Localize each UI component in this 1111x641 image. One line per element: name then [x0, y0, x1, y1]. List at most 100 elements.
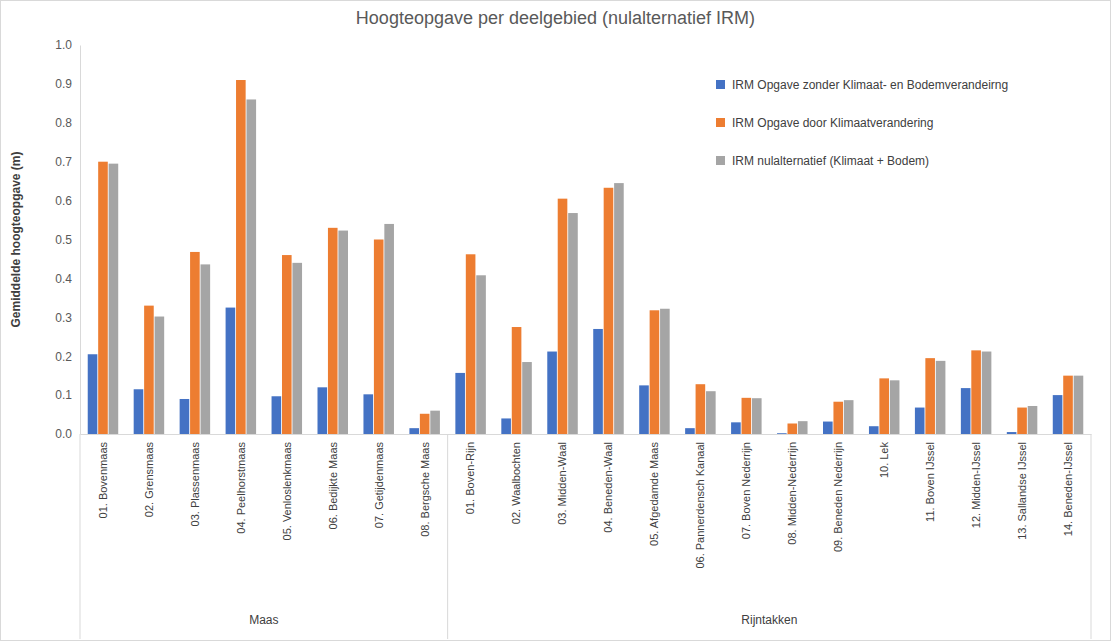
x-axis-line: [81, 434, 1092, 435]
x-tick-label: 01. Boven-Rijn: [464, 442, 476, 514]
bar: [650, 310, 660, 434]
x-tick: 10. Lek: [878, 434, 890, 478]
bar: [777, 433, 787, 434]
x-tick: 08. Bergsche Maas: [419, 434, 431, 537]
y-axis-title: Gemiddelde hoogteopgave (m): [9, 151, 23, 327]
x-tick: 03. Midden-Waal: [556, 434, 568, 525]
y-tick-label: 0.9: [55, 77, 72, 91]
x-tick-label: 02. Waalbochten: [510, 442, 522, 524]
y-tick: 0.2: [55, 350, 80, 364]
x-tick: 01. Bovenmaas: [97, 434, 109, 518]
y-tick: 0.0: [55, 427, 80, 441]
bar: [1007, 432, 1017, 434]
x-tick: 05. Venloslenkmaas: [281, 434, 293, 540]
bar: [420, 414, 430, 434]
group-separator: [1091, 434, 1092, 639]
bar: [568, 213, 578, 434]
y-axis: 0.00.10.20.30.40.50.60.70.80.91.0: [55, 38, 80, 441]
x-tick-label: 03. Midden-Waal: [556, 442, 568, 525]
y-tick-label: 0.1: [55, 388, 72, 402]
bar: [604, 188, 614, 434]
bar: [639, 385, 649, 434]
y-tick: 0.3: [55, 311, 80, 325]
group-label: Rijntakken: [741, 613, 797, 627]
x-tick: 07. Getijdenmaas: [373, 434, 385, 528]
x-tick: 07. Boven Nederrijn: [740, 434, 752, 539]
x-tick-label: 11. Boven IJssel: [924, 442, 936, 522]
x-tick: 04. Peelhorstmaas: [235, 434, 247, 534]
bar: [660, 309, 670, 434]
bar: [282, 255, 292, 434]
x-tick-label: 05. Venloslenkmaas: [281, 442, 293, 541]
x-tick-label: 07. Getijdenmaas: [373, 442, 385, 529]
y-tick: 0.6: [55, 194, 80, 208]
chart: Hoogteopgave per deelgebied (nulalternat…: [0, 0, 1111, 641]
bar: [879, 378, 889, 434]
x-tick-label: 07. Boven Nederrijn: [740, 442, 752, 539]
group-separator: [80, 434, 81, 639]
x-tick: 02. Waalbochten: [510, 434, 522, 524]
bar: [409, 428, 419, 434]
bar: [685, 428, 695, 434]
bar: [696, 384, 706, 434]
category-groups: MaasRijntakken: [80, 434, 1091, 639]
x-tick: 06. Pannerdensch Kanaal: [694, 434, 706, 569]
x-tick-label: 02. Grensmaas: [143, 442, 155, 518]
bar: [109, 164, 119, 434]
bars: [88, 80, 1084, 434]
bar: [144, 306, 154, 434]
bar: [246, 99, 256, 434]
bar: [363, 394, 373, 434]
y-tick: 0.7: [55, 155, 80, 169]
legend-label: IRM Opgave door Klimaatverandering: [732, 116, 933, 130]
bar: [742, 398, 752, 434]
y-tick: 0.5: [55, 233, 80, 247]
legend-swatch: [716, 156, 725, 165]
bar: [338, 231, 348, 434]
y-axis-line: [80, 46, 81, 435]
legend-swatch: [716, 80, 725, 89]
x-tick-label: 13. Sallandse IJssel: [1016, 442, 1028, 540]
bar: [318, 387, 328, 434]
bar: [869, 426, 879, 434]
legend-label: IRM Opgave zonder Klimaat- en Bodemveran…: [732, 78, 1008, 92]
y-tick-label: 0.8: [55, 116, 72, 130]
bar: [823, 422, 833, 434]
x-tick-label: 03. Plassenmaas: [189, 442, 201, 527]
title: Hoogteopgave per deelgebied (nulalternat…: [356, 8, 755, 28]
bar: [787, 423, 797, 434]
bar: [706, 391, 716, 434]
bar: [88, 354, 98, 434]
x-tick: 12. Midden-IJssel: [970, 434, 982, 528]
bar: [501, 418, 511, 434]
bar: [155, 317, 165, 434]
y-tick: 1.0: [55, 38, 80, 52]
y-tick: 0.1: [55, 388, 80, 402]
bar: [731, 422, 741, 434]
x-tick: 03. Plassenmaas: [189, 434, 201, 526]
bar: [430, 411, 440, 434]
bar: [328, 228, 338, 434]
y-tick-label: 0.7: [55, 155, 72, 169]
y-tick-label: 1.0: [55, 38, 72, 52]
bar: [890, 380, 900, 434]
legend-item: IRM Opgave zonder Klimaat- en Bodemveran…: [716, 78, 1008, 92]
bar: [226, 308, 236, 434]
bar: [833, 402, 843, 434]
y-tick-label: 0.3: [55, 311, 72, 325]
bar: [798, 421, 808, 434]
bar: [1017, 408, 1027, 434]
x-tick-label: 01. Bovenmaas: [97, 442, 109, 519]
bar: [1053, 395, 1063, 434]
x-tick-label: 05. Afgedamde Maas: [648, 442, 660, 546]
bar: [925, 358, 935, 434]
chart-frame: [1, 1, 1111, 641]
bar: [971, 350, 981, 434]
x-tick-label: 04. Beneden-Waal: [602, 442, 614, 533]
bar: [1028, 406, 1038, 434]
x-tick: 13. Sallandse IJssel: [1016, 434, 1028, 540]
bar: [1063, 376, 1073, 434]
x-tick: 06. Bedijkte Maas: [327, 434, 339, 529]
bar: [752, 398, 762, 434]
legend-swatch: [716, 118, 725, 127]
